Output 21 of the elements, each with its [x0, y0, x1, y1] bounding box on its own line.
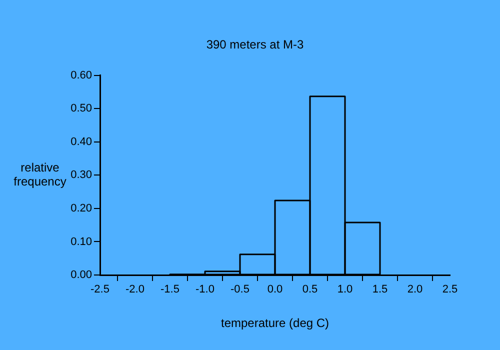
x-tick-label: 1.5	[372, 284, 388, 296]
y-tick-label: 0.10	[70, 236, 92, 248]
x-tick-label: 0.0	[267, 284, 283, 296]
x-tick-label: 0.5	[302, 284, 318, 296]
x-tick-label: -0.5	[230, 284, 250, 296]
y-tick-label: 0.20	[70, 202, 92, 214]
y-tick-label: 0.60	[70, 69, 92, 82]
x-tick-label: -2.5	[90, 284, 110, 296]
chart-title: 390 meters at M-3	[206, 38, 304, 52]
y-tick-label: 0.50	[70, 102, 92, 115]
x-tick-label: 2.0	[407, 284, 423, 296]
x-tick-label: -1.0	[196, 284, 214, 296]
y-tick-label: 0.30	[70, 169, 92, 182]
y-axis-title: relative frequency	[14, 160, 66, 189]
x-tick-label: -2.0	[126, 284, 144, 296]
x-axis-title: temperature (deg C)	[220, 316, 330, 330]
y-tick-label: 0.40	[70, 136, 92, 148]
y-tick-label: 0.00	[70, 269, 92, 282]
x-tick-label: -1.5	[160, 284, 180, 296]
x-tick-label: 1.0	[337, 284, 353, 296]
x-tick-label: 2.5	[442, 284, 458, 296]
